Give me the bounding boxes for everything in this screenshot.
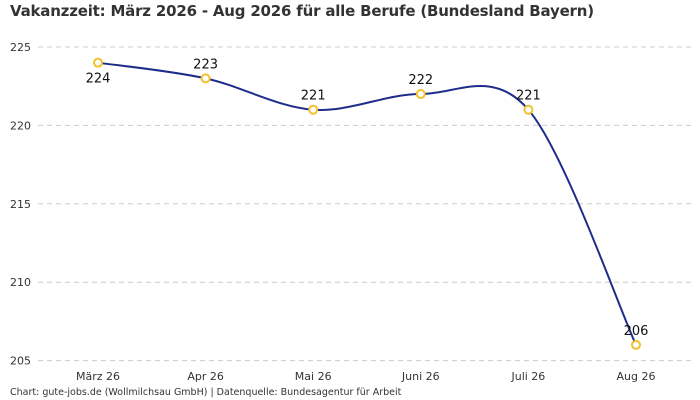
data-markers xyxy=(93,57,641,350)
chart-source: Chart: gute-jobs.de (Wollmilchsau GmbH) … xyxy=(10,387,402,398)
y-tick-label: 205 xyxy=(10,355,31,368)
y-axis-ticks: 205 210 215 220 225 xyxy=(10,41,31,368)
data-point xyxy=(93,57,103,68)
data-point xyxy=(523,104,534,115)
x-tick-label: Mai 26 xyxy=(295,370,332,383)
x-axis-ticks: März 26 Apr 26 Mai 26 Juni 26 Juli 26 Aug 26 xyxy=(76,370,656,383)
data-point xyxy=(415,89,426,100)
x-tick-label: Apr 26 xyxy=(187,370,224,383)
chart-title: Vakanzzeit: März 2026 - Aug 2026 für all… xyxy=(10,2,594,20)
x-tick-label: Juli 26 xyxy=(510,370,545,383)
data-point xyxy=(631,339,641,350)
data-label: 221 xyxy=(516,89,541,104)
data-labels: 224 223 221 222 221 206 xyxy=(86,57,649,339)
data-label: 206 xyxy=(624,324,649,339)
y-tick-label: 225 xyxy=(10,41,31,54)
data-label: 222 xyxy=(408,73,433,88)
x-tick-label: Aug 26 xyxy=(617,370,656,383)
data-point xyxy=(200,73,211,84)
data-label: 224 xyxy=(86,72,111,87)
data-point xyxy=(308,104,319,115)
y-tick-label: 215 xyxy=(10,198,31,211)
grid-lines xyxy=(38,46,692,362)
data-label: 223 xyxy=(193,57,218,72)
y-tick-label: 220 xyxy=(10,119,31,132)
data-label: 221 xyxy=(301,89,326,104)
x-tick-label: Juni 26 xyxy=(401,370,440,383)
x-tick-label: März 26 xyxy=(76,370,120,383)
y-tick-label: 210 xyxy=(10,276,31,289)
